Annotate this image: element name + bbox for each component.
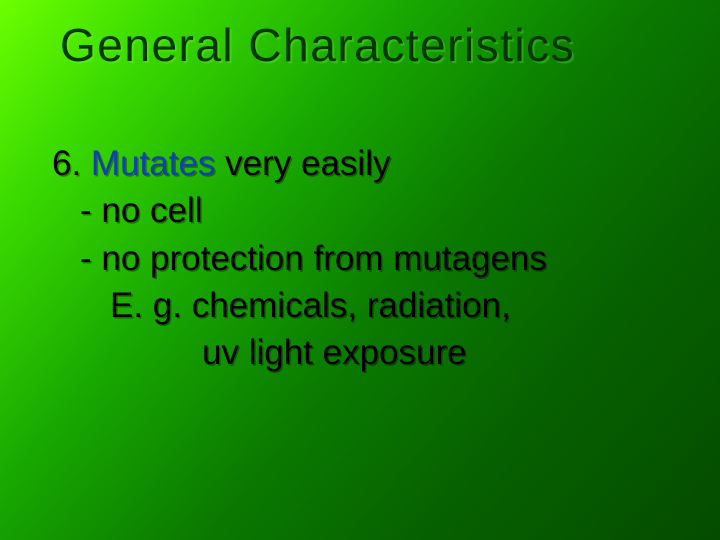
bullet-rest: very easily <box>215 144 390 183</box>
slide-title: General Characteristics <box>0 18 720 72</box>
bullet-line-5: uv light exposure <box>52 329 680 376</box>
bullet-line-3: - no protection from mutagens <box>52 235 680 282</box>
highlight-word: Mutates <box>91 144 216 183</box>
bullet-number: 6. <box>52 144 91 183</box>
bullet-line-1: 6. Mutates very easily <box>52 140 680 187</box>
bullet-line-2: - no cell <box>52 187 680 234</box>
slide-body: 6. Mutates very easily - no cell - no pr… <box>52 140 680 376</box>
slide: General Characteristics 6. Mutates very … <box>0 0 720 540</box>
bullet-line-4: E. g. chemicals, radiation, <box>52 282 680 329</box>
